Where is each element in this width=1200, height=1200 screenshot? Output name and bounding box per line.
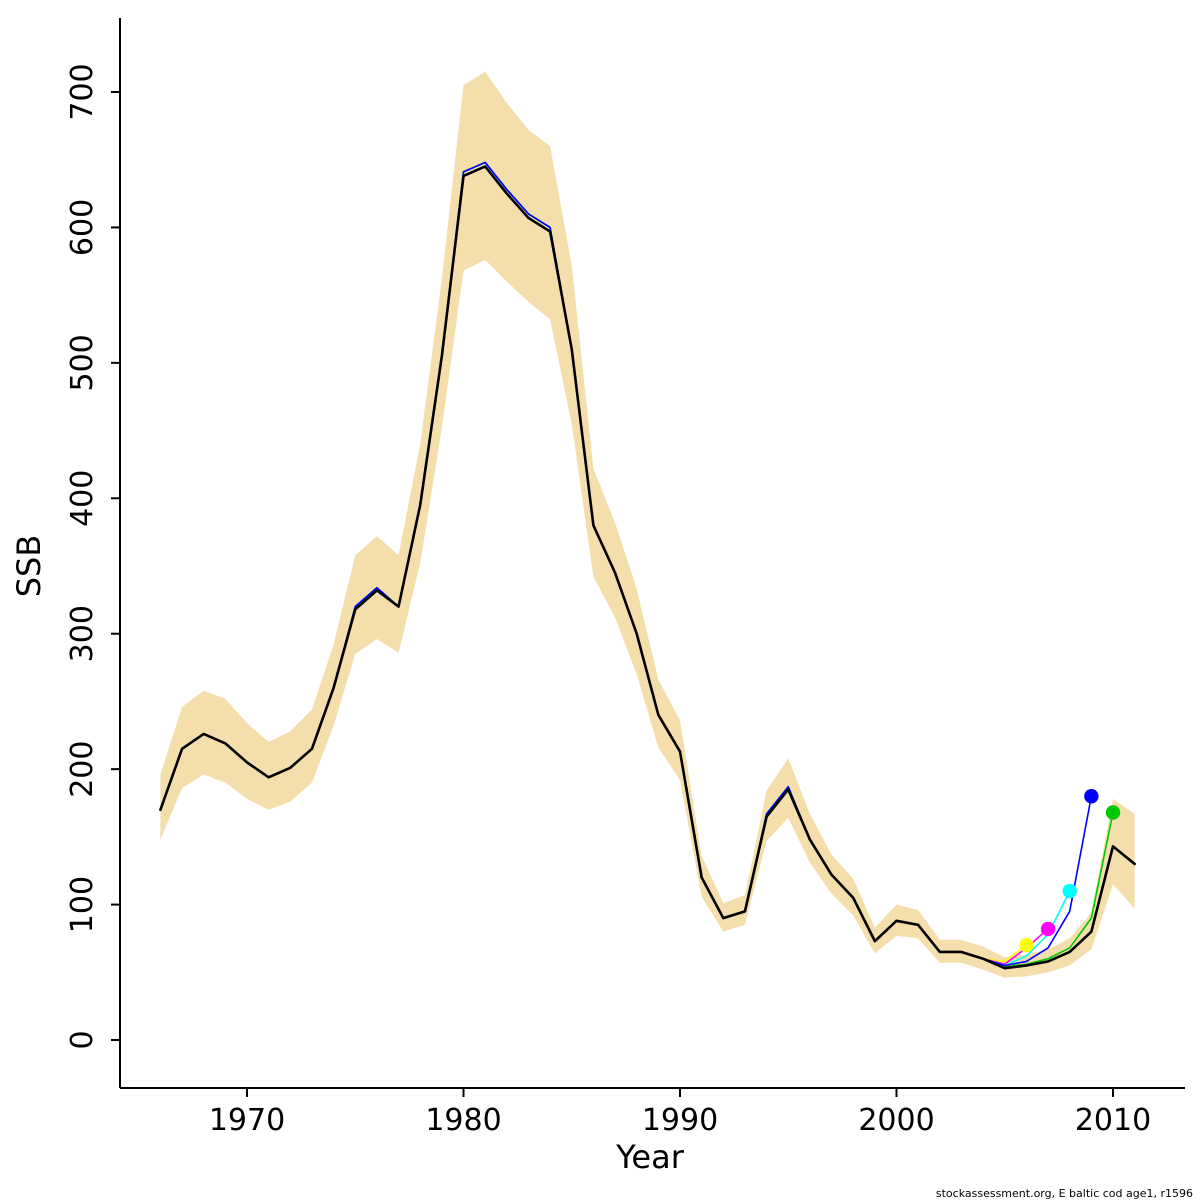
y-tick-label: 300	[65, 605, 100, 662]
terminal-dot-retro-2006	[1019, 938, 1034, 953]
axes-layer: 0 100 200 300 400 500 600 700 1970 1980 1990 2000 20…	[65, 18, 1185, 1138]
x-tick-label: 2010	[1075, 1103, 1151, 1138]
x-tick-label: 1990	[642, 1103, 718, 1138]
y-tick-label: 100	[65, 876, 100, 933]
terminal-dot-retro-2007	[1040, 921, 1056, 937]
series-layer	[159, 161, 1136, 970]
confidence-band-layer	[160, 71, 1135, 978]
x-axis-title: Year	[615, 1138, 685, 1176]
series-line-current-assessment	[159, 165, 1136, 970]
y-tick-label: 600	[65, 199, 100, 256]
y-tick-label: 0	[65, 1030, 100, 1049]
y-tick-label: 200	[65, 741, 100, 798]
x-tick-label: 1980	[425, 1103, 501, 1138]
confidence-band	[160, 71, 1135, 978]
terminal-dot-retro-2009	[1084, 789, 1099, 804]
series-line-retro-2010	[159, 161, 1114, 968]
y-tick-label: 400	[65, 470, 100, 527]
y-tick-label: 700	[65, 63, 100, 120]
x-tick-label: 2000	[858, 1103, 934, 1138]
terminal-dot-retro-2008	[1062, 883, 1077, 899]
x-tick-label: 1970	[209, 1103, 285, 1138]
y-tick-label: 500	[65, 334, 100, 391]
terminal-dot-retro-2010	[1105, 805, 1121, 820]
y-axis-title: SSB	[10, 535, 48, 598]
figure-caption: stockassessment.org, E baltic cod age1, …	[936, 1187, 1193, 1200]
